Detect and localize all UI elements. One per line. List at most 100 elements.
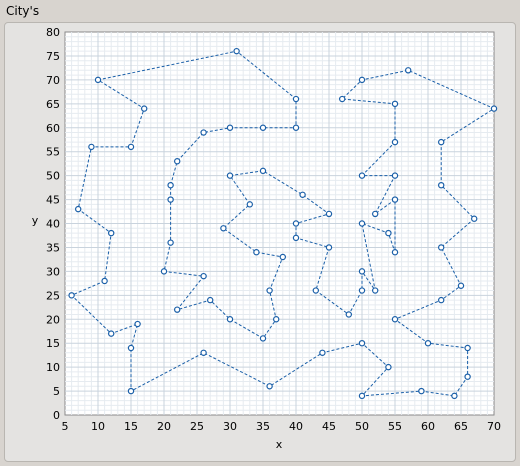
y-tick-label: 60 <box>46 122 60 135</box>
x-tick-label: 15 <box>124 420 138 433</box>
city-point <box>101 277 108 285</box>
city-point <box>127 344 135 352</box>
city-point <box>200 129 207 136</box>
city-point <box>438 138 445 146</box>
city-point <box>167 196 174 203</box>
tour-line <box>70 50 496 397</box>
city-point <box>312 287 319 294</box>
city-point <box>253 249 260 256</box>
city-point <box>385 229 392 237</box>
city-point <box>200 349 207 356</box>
city-point <box>167 181 174 189</box>
x-tick-label: 10 <box>91 420 105 433</box>
grid <box>65 32 494 415</box>
city-point <box>391 316 399 323</box>
tick-labels: 5 10 15 20 25 30 35 40 45 50 55 60 65 700510152025303… <box>46 26 501 433</box>
city-point <box>358 220 366 227</box>
x-tick-label: 70 <box>487 420 501 433</box>
city-point <box>266 383 273 390</box>
x-tick-label: 40 <box>289 420 303 433</box>
y-axis-label: y <box>32 214 39 227</box>
city-point <box>127 387 135 395</box>
y-tick-label: 5 <box>53 385 60 398</box>
city-point <box>464 344 471 352</box>
city-point <box>391 138 399 146</box>
city-point <box>220 225 227 232</box>
city-point <box>259 167 267 175</box>
city-point <box>292 95 300 103</box>
city-point <box>391 249 399 256</box>
city-point <box>405 67 412 74</box>
city-point <box>299 191 306 198</box>
y-tick-label: 35 <box>46 241 60 254</box>
y-tick-label: 45 <box>46 194 60 207</box>
x-tick-label: 25 <box>190 420 204 433</box>
city-point <box>226 124 234 131</box>
city-point <box>418 387 425 395</box>
city-point <box>246 201 253 208</box>
x-tick-label: 55 <box>388 420 402 433</box>
x-axis-label: x <box>276 438 283 451</box>
city-point <box>266 287 273 294</box>
city-point <box>464 373 471 380</box>
x-tick-label: 45 <box>322 420 336 433</box>
y-tick-label: 30 <box>46 265 60 278</box>
city-point <box>127 143 135 151</box>
city-point <box>88 143 95 151</box>
city-point <box>438 244 445 251</box>
y-tick-label: 40 <box>46 218 60 231</box>
city-point <box>173 306 181 313</box>
city-point <box>358 268 366 275</box>
city-point <box>74 205 82 213</box>
y-tick-label: 20 <box>46 313 60 326</box>
city-point <box>358 76 366 84</box>
chart: 5 10 15 20 25 30 35 40 45 50 55 60 65 700510152025303… <box>32 26 501 451</box>
city-point <box>279 253 286 261</box>
city-point <box>292 124 300 131</box>
city-point <box>107 330 115 337</box>
city-point <box>160 268 168 275</box>
city-point <box>94 76 102 84</box>
y-tick-label: 15 <box>46 337 60 350</box>
city-point <box>226 316 234 323</box>
city-point <box>372 287 379 294</box>
y-tick-label: 0 <box>53 409 60 422</box>
x-tick-label: 35 <box>256 420 270 433</box>
y-tick-label: 70 <box>46 74 60 87</box>
city-point <box>451 392 458 400</box>
city-point <box>339 95 346 103</box>
y-tick-label: 75 <box>46 50 60 63</box>
city-point <box>358 392 366 400</box>
city-point <box>391 172 399 179</box>
chart-panel: 5 10 15 20 25 30 35 40 45 50 55 60 65 70 0 5 10 15 20 25 30 3… <box>4 22 516 462</box>
x-tick-label: 50 <box>355 420 369 433</box>
window-title: City's <box>6 4 40 18</box>
city-point <box>292 220 300 227</box>
y-tick-label: 25 <box>46 289 60 302</box>
city-point <box>273 316 280 323</box>
city-point <box>68 292 75 299</box>
x-tick-label: 30 <box>223 420 237 433</box>
city-point <box>140 105 148 112</box>
city-point <box>358 339 366 347</box>
city-point <box>259 124 267 131</box>
city-point <box>345 311 352 318</box>
city-point <box>206 296 214 304</box>
city-point <box>134 320 141 328</box>
x-tick-label: 65 <box>454 420 468 433</box>
x-tick-label: 5 <box>62 420 69 433</box>
y-tick-label: 10 <box>46 361 60 374</box>
x-tick-label: 20 <box>157 420 171 433</box>
city-point <box>471 215 478 222</box>
city-point <box>438 296 445 304</box>
city-point <box>358 172 366 179</box>
y-tick-label: 65 <box>46 98 60 111</box>
series <box>68 47 498 400</box>
city-point <box>438 181 445 189</box>
city-point <box>226 172 234 179</box>
city-point <box>424 339 432 347</box>
city-point <box>107 229 115 237</box>
city-point <box>173 158 181 165</box>
city-point <box>372 210 379 218</box>
city-point <box>167 239 174 246</box>
